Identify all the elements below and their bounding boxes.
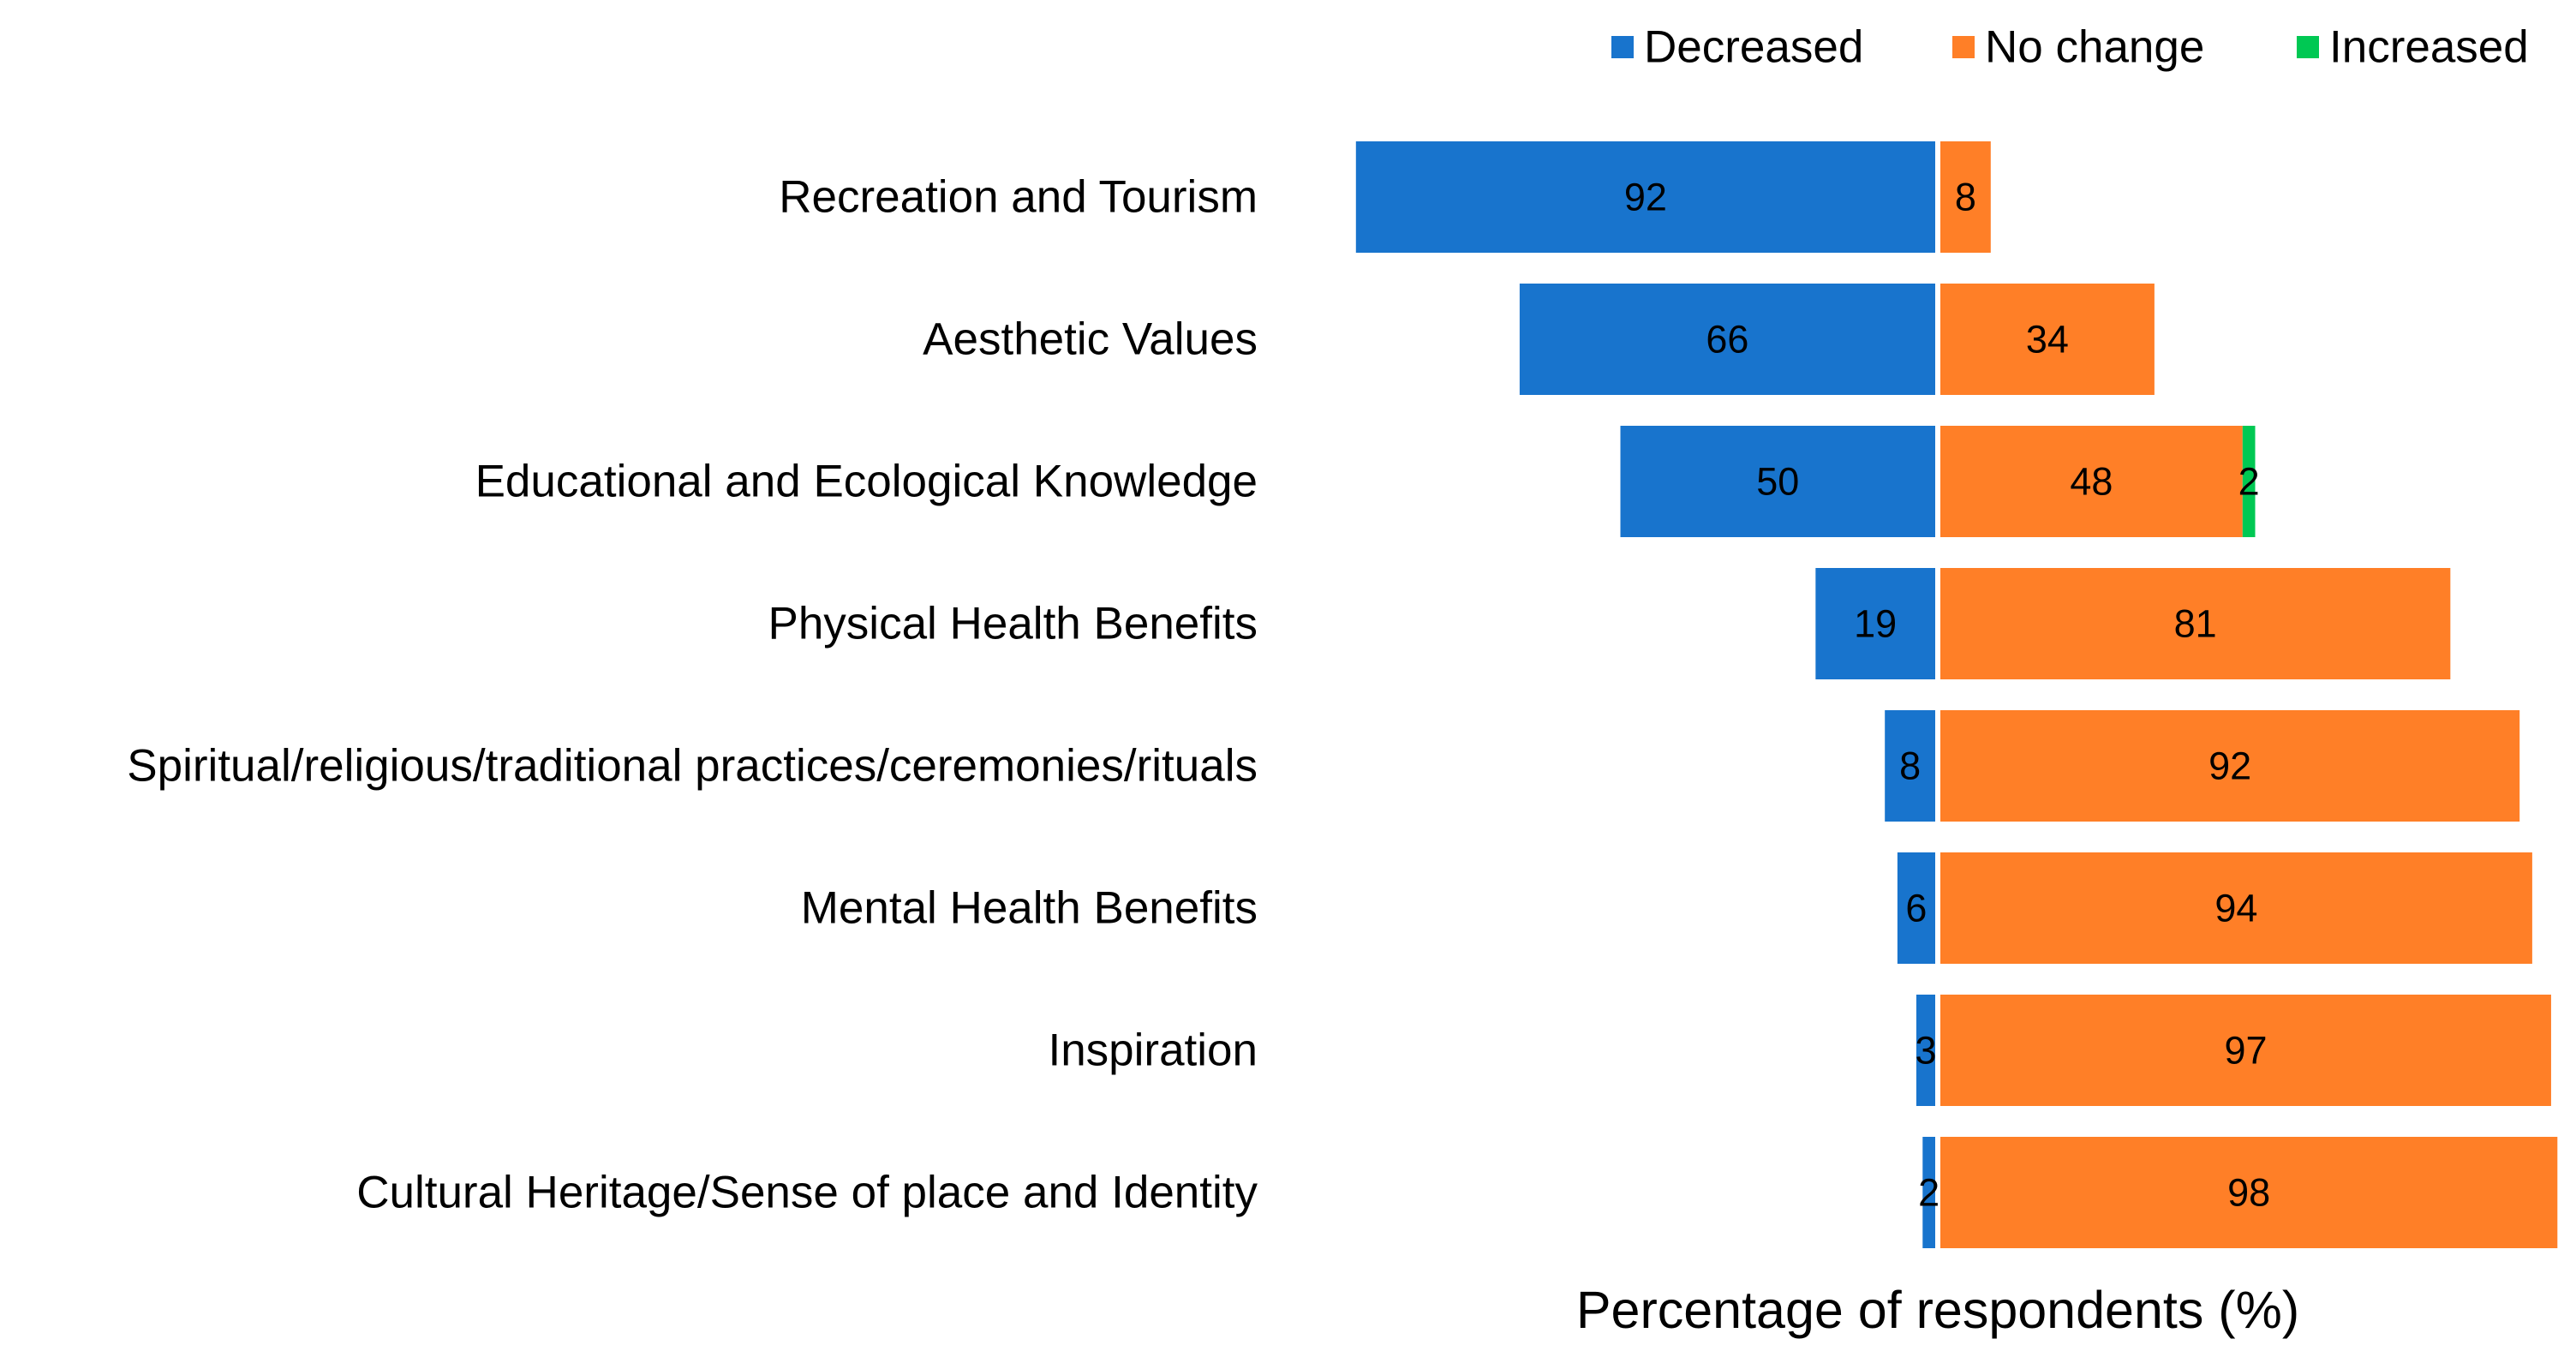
bar-no-change-educational-and-ecological-knowledge <box>1940 426 2243 537</box>
bar-no-change-recreation-and-tourism <box>1940 141 1991 253</box>
data-label-decreased-spiritual-religious-traditional-practices-ceremonies-rituals: 8 <box>1899 744 1921 788</box>
bar-increased-educational-and-ecological-knowledge <box>2242 426 2256 537</box>
bar-decreased-aesthetic-values <box>1519 284 1935 395</box>
category-label-physical-health-benefits: Physical Health Benefits <box>768 599 1258 649</box>
x-axis-title: Percentage of respondents (%) <box>1576 1281 2299 1339</box>
bar-decreased-cultural-heritage-sense-of-place-and-identity <box>1922 1137 1935 1248</box>
data-label-no-change-spiritual-religious-traditional-practices-ceremonies-rituals: 92 <box>2208 744 2251 788</box>
bar-no-change-spiritual-religious-traditional-practices-ceremonies-rituals <box>1940 710 2520 822</box>
bar-decreased-physical-health-benefits <box>1815 568 1935 679</box>
chart-legend: Decreased No change Increased <box>1611 22 2529 73</box>
category-label-inspiration: Inspiration <box>1048 1025 1258 1076</box>
data-label-decreased-mental-health-benefits: 6 <box>1905 887 1927 930</box>
data-labels: 92 8 66 34 50 48 2 19 81 8 92 6 94 3 97 2 98 <box>1624 176 2270 1215</box>
bar-decreased-inspiration <box>1916 995 1935 1106</box>
category-label-cultural-heritage-sense-of-place-and-identity: Cultural Heritage/Sense of place and Ide… <box>356 1168 1258 1218</box>
legend-swatch-no-change <box>1952 36 1975 58</box>
bar-decreased-educational-and-ecological-knowledge <box>1620 426 1935 537</box>
data-label-decreased-aesthetic-values: 66 <box>1706 318 1748 362</box>
data-label-no-change-aesthetic-values: 34 <box>2026 318 2069 362</box>
data-label-no-change-recreation-and-tourism: 8 <box>1955 176 1976 219</box>
data-label-no-change-educational-and-ecological-knowledge: 48 <box>2070 460 2113 504</box>
bar-series <box>1355 141 2558 1248</box>
data-label-decreased-physical-health-benefits: 19 <box>1854 602 1897 646</box>
data-label-no-change-mental-health-benefits: 94 <box>2214 887 2257 930</box>
data-label-decreased-recreation-and-tourism: 92 <box>1624 176 1667 219</box>
category-label-spiritual-religious-traditional-practices-ceremonies-rituals: Spiritual/religious/traditional practice… <box>127 741 1258 792</box>
bar-no-change-mental-health-benefits <box>1940 852 2532 964</box>
bar-no-change-physical-health-benefits <box>1940 568 2451 679</box>
legend-swatch-increased <box>2297 36 2319 58</box>
category-labels: Recreation and Tourism Aesthetic Values Ed… <box>127 172 1258 1218</box>
data-label-no-change-inspiration: 97 <box>2224 1029 2267 1073</box>
category-label-educational-and-ecological-knowledge: Educational and Ecological Knowledge <box>475 457 1258 507</box>
legend-swatch-decreased <box>1611 36 1634 58</box>
legend-label-increased: Increased <box>2329 22 2529 73</box>
data-label-decreased-inspiration: 3 <box>1915 1029 1936 1073</box>
data-label-decreased-cultural-heritage-sense-of-place-and-identity: 2 <box>1918 1171 1939 1215</box>
data-label-no-change-physical-health-benefits: 81 <box>2174 602 2217 646</box>
bar-decreased-spiritual-religious-traditional-practices-ceremonies-rituals <box>1885 710 1935 822</box>
legend-label-no-change: No change <box>1985 22 2204 73</box>
category-label-aesthetic-values: Aesthetic Values <box>923 314 1258 365</box>
bar-no-change-inspiration <box>1940 995 2551 1106</box>
category-label-mental-health-benefits: Mental Health Benefits <box>801 883 1258 934</box>
data-label-increased-educational-and-ecological-knowledge: 2 <box>2238 460 2260 504</box>
bar-decreased-mental-health-benefits <box>1897 852 1935 964</box>
legend-label-decreased: Decreased <box>1644 22 1863 73</box>
bar-no-change-aesthetic-values <box>1940 284 2155 395</box>
category-label-recreation-and-tourism: Recreation and Tourism <box>779 172 1258 223</box>
bar-decreased-recreation-and-tourism <box>1355 141 1935 253</box>
data-label-no-change-cultural-heritage-sense-of-place-and-identity: 98 <box>2227 1171 2270 1215</box>
data-label-decreased-educational-and-ecological-knowledge: 50 <box>1756 460 1799 504</box>
bar-no-change-cultural-heritage-sense-of-place-and-identity <box>1940 1137 2558 1248</box>
